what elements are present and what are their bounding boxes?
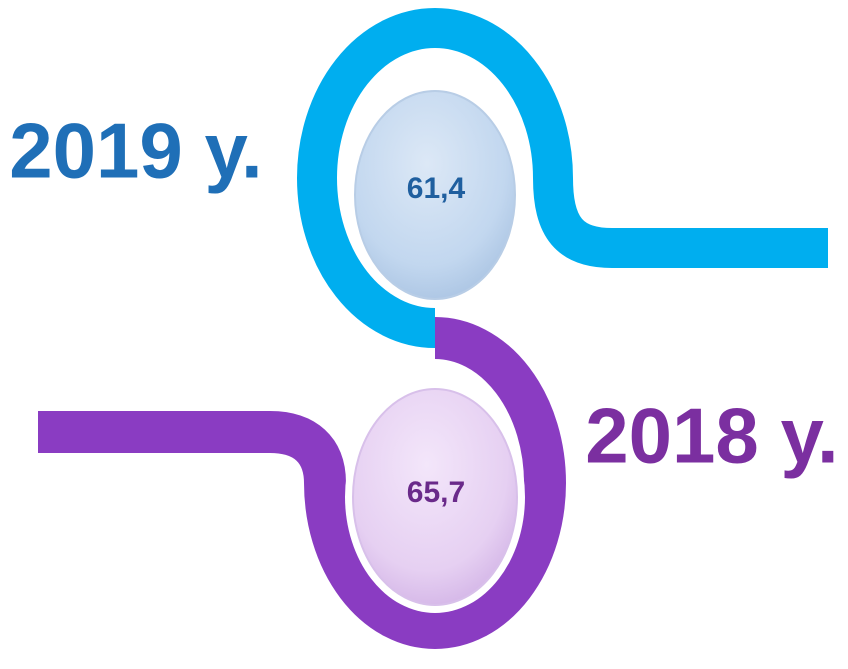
purple-band bbox=[38, 317, 567, 650]
cyan-band bbox=[297, 7, 828, 348]
value-circle bbox=[352, 388, 518, 606]
year-label: 2018 у. bbox=[585, 392, 838, 480]
value-label: 61,4 bbox=[407, 172, 466, 205]
value-label: 65,7 bbox=[407, 476, 465, 509]
value-circle bbox=[354, 90, 516, 300]
year-label: 2019 у. bbox=[9, 107, 262, 195]
